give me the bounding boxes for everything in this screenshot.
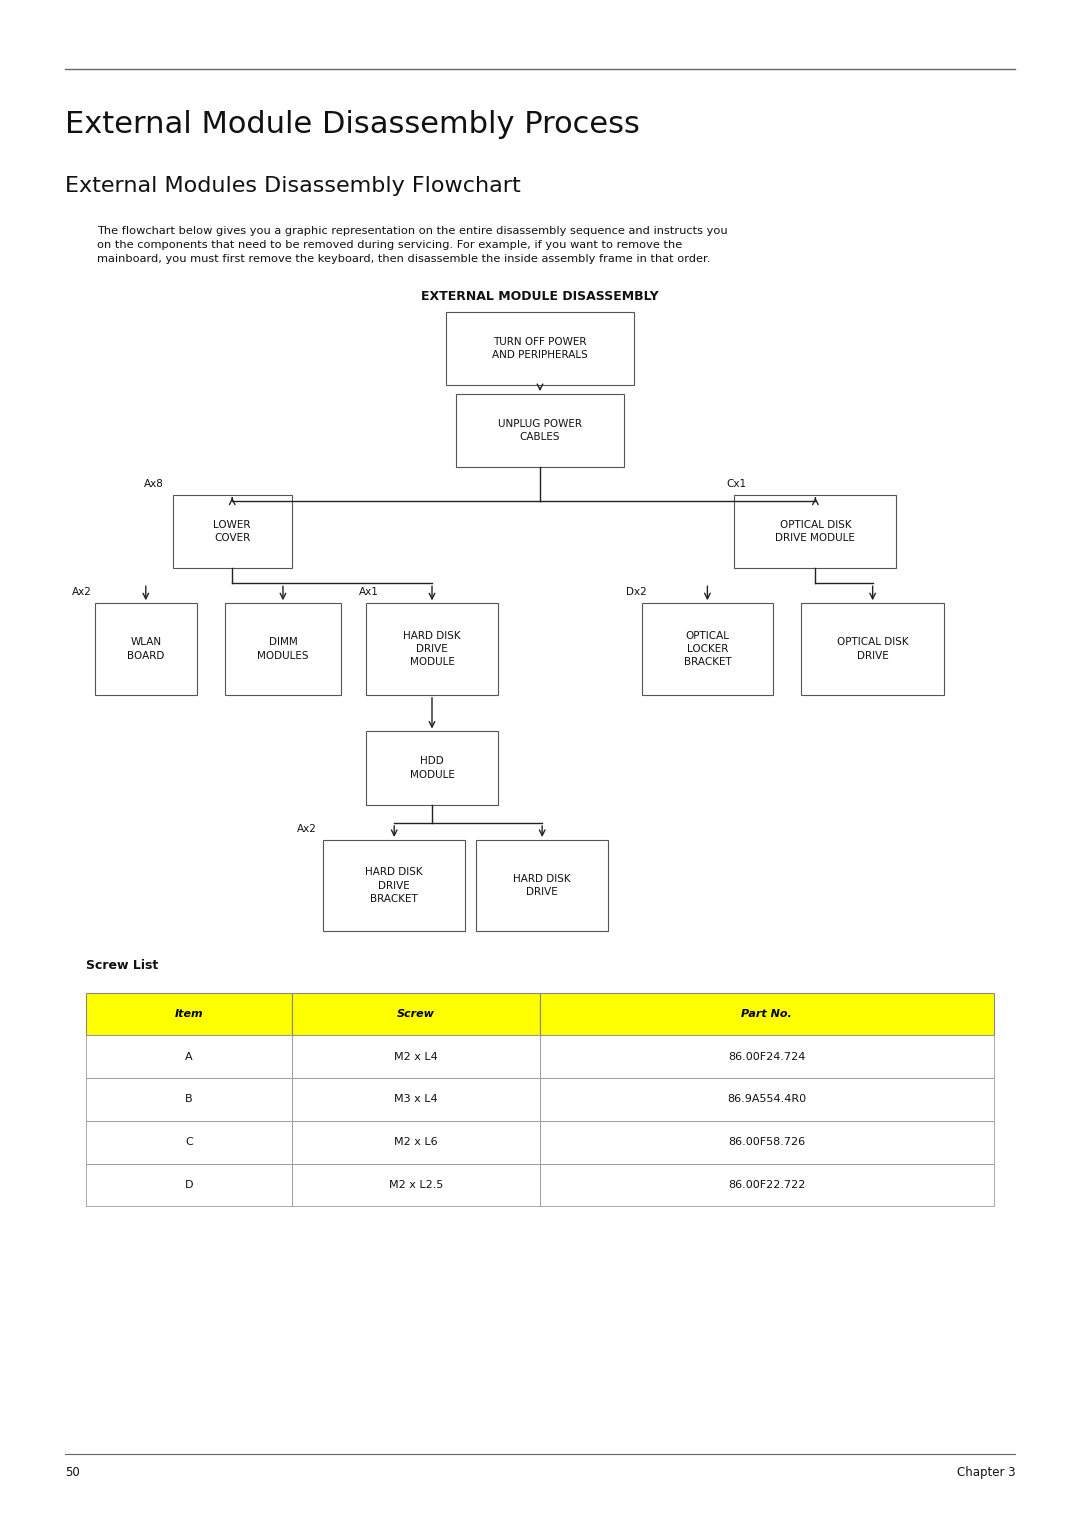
- Text: HARD DISK
DRIVE: HARD DISK DRIVE: [513, 873, 571, 898]
- Text: D: D: [185, 1180, 193, 1190]
- Text: OPTICAL DISK
DRIVE MODULE: OPTICAL DISK DRIVE MODULE: [775, 519, 855, 544]
- Text: Cx1: Cx1: [727, 478, 747, 489]
- Text: Chapter 3: Chapter 3: [957, 1466, 1015, 1480]
- Text: External Module Disassembly Process: External Module Disassembly Process: [65, 110, 639, 139]
- Text: LOWER
COVER: LOWER COVER: [214, 519, 251, 544]
- Text: 86.00F58.726: 86.00F58.726: [728, 1138, 806, 1147]
- FancyBboxPatch shape: [225, 603, 341, 695]
- Bar: [86, 1078, 292, 1121]
- Text: Item: Item: [175, 1009, 203, 1019]
- Text: Dx2: Dx2: [626, 586, 647, 597]
- Text: M2 x L2.5: M2 x L2.5: [389, 1180, 443, 1190]
- Text: 86.00F22.722: 86.00F22.722: [728, 1180, 806, 1190]
- Text: OPTICAL
LOCKER
BRACKET: OPTICAL LOCKER BRACKET: [684, 631, 731, 667]
- FancyBboxPatch shape: [457, 394, 624, 467]
- Bar: [540, 993, 994, 1035]
- FancyBboxPatch shape: [801, 603, 944, 695]
- Text: Screw: Screw: [396, 1009, 435, 1019]
- Text: C: C: [185, 1138, 193, 1147]
- Text: HARD DISK
DRIVE
BRACKET: HARD DISK DRIVE BRACKET: [365, 867, 423, 904]
- Text: 86.00F24.724: 86.00F24.724: [728, 1052, 806, 1061]
- FancyBboxPatch shape: [366, 603, 498, 695]
- Bar: [292, 1078, 540, 1121]
- Text: UNPLUG POWER
CABLES: UNPLUG POWER CABLES: [498, 418, 582, 443]
- Text: Screw List: Screw List: [86, 959, 159, 973]
- Text: The flowchart below gives you a graphic representation on the entire disassembly: The flowchart below gives you a graphic …: [97, 226, 728, 264]
- Text: HARD DISK
DRIVE
MODULE: HARD DISK DRIVE MODULE: [403, 631, 461, 667]
- Text: TURN OFF POWER
AND PERIPHERALS: TURN OFF POWER AND PERIPHERALS: [492, 336, 588, 360]
- Text: A: A: [185, 1052, 193, 1061]
- FancyBboxPatch shape: [734, 495, 896, 568]
- FancyBboxPatch shape: [446, 312, 634, 385]
- FancyBboxPatch shape: [476, 840, 608, 931]
- Bar: [540, 1164, 994, 1206]
- Text: Part No.: Part No.: [742, 1009, 792, 1019]
- FancyBboxPatch shape: [95, 603, 197, 695]
- FancyBboxPatch shape: [323, 840, 465, 931]
- Text: Ax2: Ax2: [297, 823, 316, 834]
- Bar: [86, 1121, 292, 1164]
- Bar: [292, 1164, 540, 1206]
- Text: External Modules Disassembly Flowchart: External Modules Disassembly Flowchart: [65, 176, 521, 195]
- Text: Ax2: Ax2: [72, 586, 92, 597]
- Text: HDD
MODULE: HDD MODULE: [409, 756, 455, 780]
- FancyBboxPatch shape: [642, 603, 773, 695]
- Bar: [86, 993, 292, 1035]
- Text: M3 x L4: M3 x L4: [394, 1095, 437, 1104]
- Text: WLAN
BOARD: WLAN BOARD: [127, 637, 164, 661]
- FancyBboxPatch shape: [173, 495, 292, 568]
- Text: 86.9A554.4R0: 86.9A554.4R0: [727, 1095, 807, 1104]
- Text: M2 x L4: M2 x L4: [394, 1052, 437, 1061]
- Bar: [540, 1035, 994, 1078]
- Text: OPTICAL DISK
DRIVE: OPTICAL DISK DRIVE: [837, 637, 908, 661]
- Bar: [292, 1121, 540, 1164]
- Bar: [540, 1078, 994, 1121]
- Text: Ax1: Ax1: [359, 586, 378, 597]
- Bar: [86, 1035, 292, 1078]
- FancyBboxPatch shape: [366, 731, 498, 805]
- Bar: [292, 1035, 540, 1078]
- Bar: [540, 1121, 994, 1164]
- Text: EXTERNAL MODULE DISASSEMBLY: EXTERNAL MODULE DISASSEMBLY: [421, 290, 659, 304]
- Text: M2 x L6: M2 x L6: [394, 1138, 437, 1147]
- Text: DIMM
MODULES: DIMM MODULES: [257, 637, 309, 661]
- Text: B: B: [185, 1095, 193, 1104]
- Text: Ax8: Ax8: [144, 478, 163, 489]
- Text: 50: 50: [65, 1466, 80, 1480]
- Bar: [292, 993, 540, 1035]
- Bar: [86, 1164, 292, 1206]
